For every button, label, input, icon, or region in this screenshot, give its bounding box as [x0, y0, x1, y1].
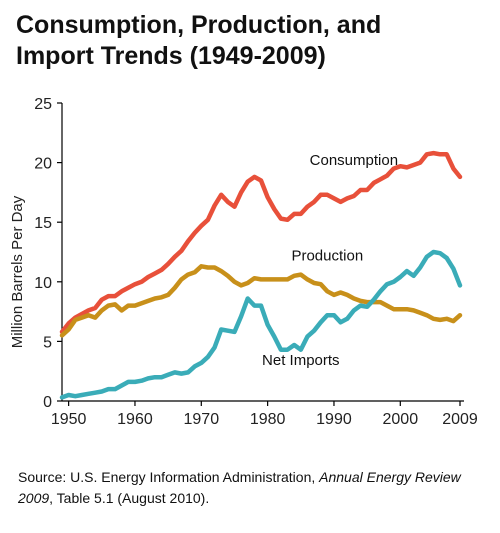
y-tick-label: 20 — [34, 156, 52, 173]
series-label-net-imports: Net Imports — [262, 352, 340, 369]
x-tick-label: 1990 — [316, 411, 352, 428]
source-note: Source: U.S. Energy Information Administ… — [18, 467, 488, 509]
x-tick-label: 2000 — [383, 411, 419, 428]
line-chart: 0 5 10 15 20 25 1950 1960 1970 1980 1990 2000 2009 Mi… — [9, 96, 478, 428]
chart-title-line-2: Import Trends (1949-2009) — [16, 42, 326, 70]
source-prefix: Source: U.S. Energy Information Administ… — [18, 469, 320, 485]
y-tick-label: 10 — [34, 275, 52, 292]
chart-title: Consumption, Production, and Import Tren… — [16, 10, 486, 72]
x-tick-label: 1950 — [51, 411, 87, 428]
x-tick-label: 1970 — [184, 411, 220, 428]
y-tick-label: 15 — [34, 215, 52, 232]
x-tick-label: 1960 — [117, 411, 153, 428]
y-axis-label: Million Barrels Per Day — [9, 195, 26, 348]
y-tick-label: 5 — [43, 334, 52, 351]
y-tick-label: 25 — [34, 96, 52, 113]
series-line-net-imports — [59, 249, 463, 400]
x-tick-label: 2009 — [442, 411, 478, 428]
x-tick-label: 1980 — [250, 411, 286, 428]
series-line-production — [59, 264, 463, 338]
series-line-consumption — [59, 150, 463, 335]
y-tick-label: 0 — [43, 394, 52, 411]
series-label-production: Production — [291, 247, 363, 264]
chart-title-line-1: Consumption, Production, and — [16, 11, 382, 39]
source-publication: Annual Energy Review 2009 — [18, 469, 461, 506]
series-label-consumption: Consumption — [310, 152, 398, 169]
source-suffix: , Table 5.1 (August 2010). — [49, 490, 210, 506]
